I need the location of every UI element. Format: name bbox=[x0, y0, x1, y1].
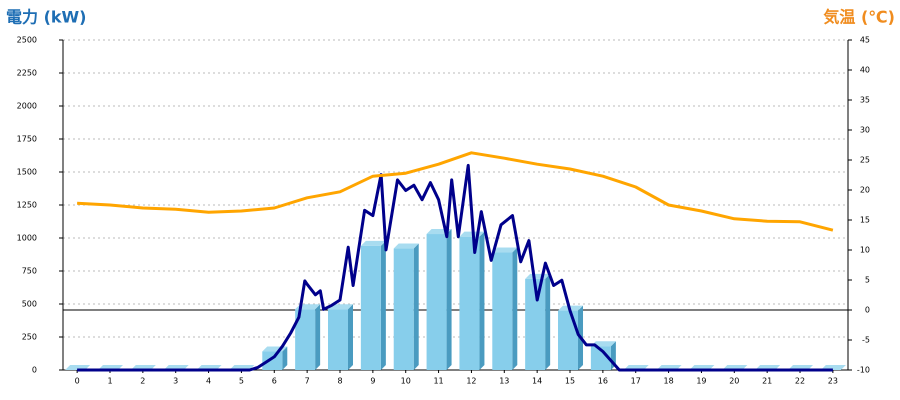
y2-tick-label: 45 bbox=[860, 36, 870, 45]
x-tick-label: 2 bbox=[140, 377, 145, 386]
bar bbox=[262, 351, 283, 370]
bar-side bbox=[446, 229, 452, 370]
x-tick-label: 20 bbox=[729, 377, 739, 386]
y2-tick-label: 15 bbox=[860, 216, 870, 225]
x-tick-label: 21 bbox=[762, 377, 772, 386]
x-tick-label: 15 bbox=[565, 377, 575, 386]
y-tick-label: 2000 bbox=[17, 102, 37, 111]
x-tick-label: 8 bbox=[337, 377, 342, 386]
y2-tick-label: 0 bbox=[865, 306, 870, 315]
line bbox=[77, 163, 833, 372]
bar bbox=[328, 309, 349, 370]
x-tick-label: 9 bbox=[370, 377, 375, 386]
bar-side bbox=[545, 273, 551, 370]
x-tick-label: 17 bbox=[631, 377, 641, 386]
bar bbox=[295, 309, 316, 370]
y-tick-label: 0 bbox=[32, 366, 37, 375]
bar-side bbox=[479, 231, 485, 370]
y-tick-label: 250 bbox=[22, 333, 37, 342]
bar bbox=[360, 245, 381, 370]
y2-axis-title: 気温 (℃) bbox=[823, 8, 895, 27]
bar-side bbox=[348, 304, 354, 370]
bar-top bbox=[328, 304, 354, 310]
x-tick-label: 11 bbox=[433, 377, 443, 386]
y2-tick-label: 35 bbox=[860, 96, 870, 105]
bar-side bbox=[413, 243, 419, 370]
y2-tick-label: 40 bbox=[860, 66, 870, 75]
x-tick-label: 5 bbox=[239, 377, 244, 386]
bar bbox=[393, 248, 414, 370]
x-tick-label: 19 bbox=[696, 377, 706, 386]
x-tick-label: 22 bbox=[795, 377, 805, 386]
bar-side bbox=[512, 247, 518, 370]
y-tick-label: 1000 bbox=[17, 234, 37, 243]
x-tick-label: 3 bbox=[173, 377, 178, 386]
line bbox=[77, 151, 834, 232]
x-tick-label: 16 bbox=[598, 377, 608, 386]
bar bbox=[590, 346, 611, 370]
bar bbox=[525, 278, 546, 370]
x-tick-label: 6 bbox=[272, 377, 277, 386]
y2-tick-label: 5 bbox=[865, 276, 870, 285]
x-tick-label: 13 bbox=[499, 377, 509, 386]
bar-side bbox=[315, 304, 321, 370]
x-tick-label: 7 bbox=[305, 377, 310, 386]
y-tick-label: 1750 bbox=[17, 135, 37, 144]
y2-tick-label: 20 bbox=[860, 186, 870, 195]
y-tick-label: 500 bbox=[22, 300, 37, 309]
bar-top bbox=[492, 247, 518, 253]
y-axis-title: 電力 (kW) bbox=[6, 8, 87, 27]
y-tick-label: 1250 bbox=[17, 201, 37, 210]
bar bbox=[459, 236, 480, 370]
bar bbox=[492, 252, 513, 370]
y2-tick-label: 10 bbox=[860, 246, 870, 255]
y2-tick-label: -5 bbox=[862, 336, 870, 345]
y2-tick-label: 25 bbox=[860, 156, 870, 165]
y2-tick-label: 30 bbox=[860, 126, 870, 135]
bar-top bbox=[360, 240, 386, 246]
x-tick-label: 10 bbox=[401, 377, 411, 386]
bar bbox=[426, 234, 447, 370]
x-tick-label: 23 bbox=[828, 377, 838, 386]
y-tick-label: 2500 bbox=[17, 36, 37, 45]
x-tick-label: 0 bbox=[75, 377, 80, 386]
x-tick-label: 18 bbox=[663, 377, 673, 386]
bar-top bbox=[393, 243, 419, 249]
y2-tick-label: -10 bbox=[857, 366, 870, 375]
y-tick-label: 1500 bbox=[17, 168, 37, 177]
y-tick-label: 750 bbox=[22, 267, 37, 276]
x-tick-label: 14 bbox=[532, 377, 542, 386]
x-tick-label: 4 bbox=[206, 377, 211, 386]
bar-side bbox=[380, 240, 386, 370]
bar-side bbox=[282, 346, 288, 370]
x-tick-label: 1 bbox=[107, 377, 112, 386]
x-tick-label: 12 bbox=[466, 377, 476, 386]
y-tick-label: 2250 bbox=[17, 69, 37, 78]
bar bbox=[558, 310, 579, 370]
